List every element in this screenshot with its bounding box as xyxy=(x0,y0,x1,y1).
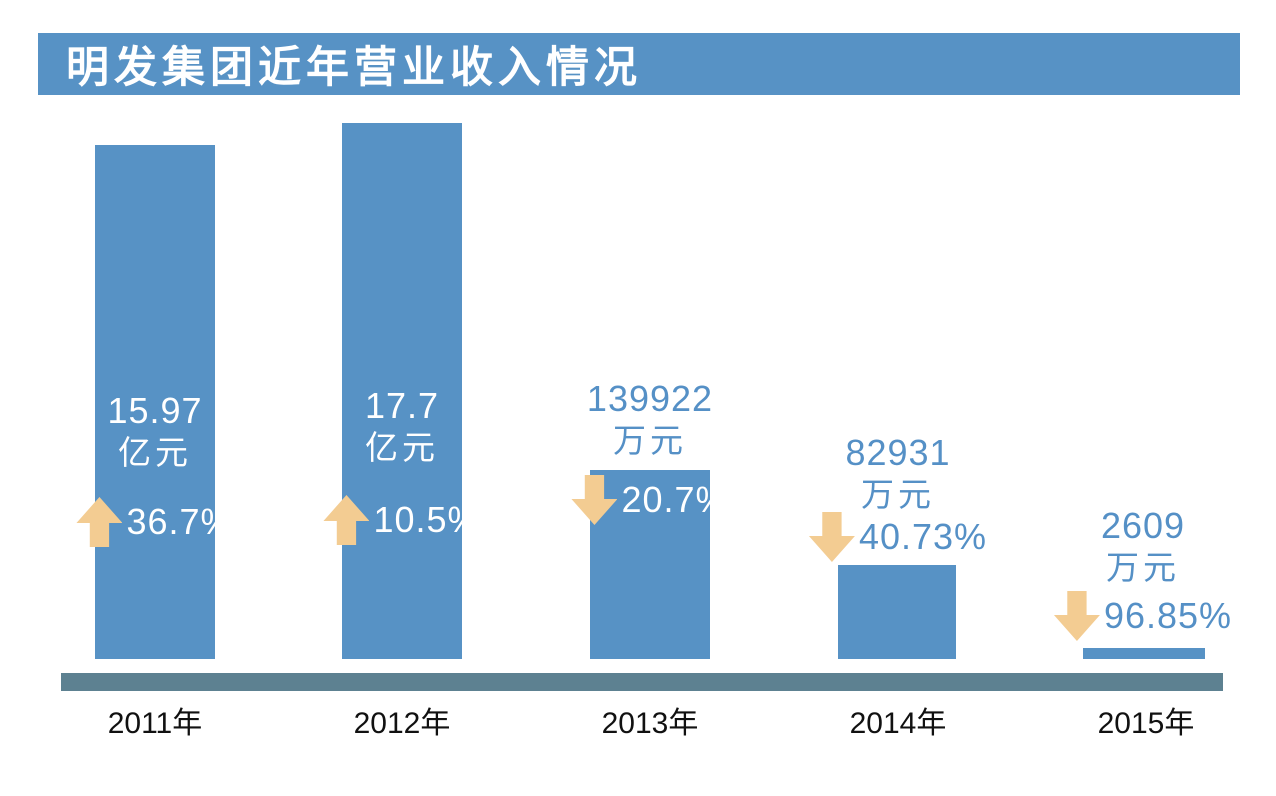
value-label-2012: 17.7 亿元 xyxy=(282,385,522,469)
year-label-2015: 2015年 xyxy=(1097,707,1195,740)
value-2011: 15.97 xyxy=(107,390,203,431)
change-2014: 40.73% xyxy=(778,511,1018,563)
unit-2011: 亿元 xyxy=(118,434,192,471)
up-arrow-icon xyxy=(76,497,123,547)
change-2011: 36.7% xyxy=(35,496,275,548)
bar-2011 xyxy=(95,145,215,659)
change-pct-2012: 10.5% xyxy=(373,499,481,540)
bar-2015 xyxy=(1083,648,1205,659)
down-arrow-icon xyxy=(571,475,618,525)
value-2013: 139922 xyxy=(586,378,714,419)
year-label-2011: 2011年 xyxy=(107,707,203,740)
chart-title: 明发集团近年营业收入情况 xyxy=(66,43,642,93)
year-label-2012: 2012年 xyxy=(353,707,451,740)
up-arrow-icon xyxy=(323,495,370,545)
value-label-2011: 15.97 亿元 xyxy=(35,390,275,474)
unit-2014: 万元 xyxy=(861,476,935,513)
change-pct-2011: 36.7% xyxy=(126,501,234,542)
change-pct-2015: 96.85% xyxy=(1103,595,1233,636)
change-pct-2014: 40.73% xyxy=(858,516,988,557)
value-2014: 82931 xyxy=(845,432,951,473)
value-2015: 2609 xyxy=(1100,505,1186,546)
down-arrow-icon xyxy=(1053,591,1100,641)
bar-2014 xyxy=(838,565,956,659)
value-2012: 17.7 xyxy=(364,385,440,426)
axis-baseline xyxy=(61,673,1223,691)
change-pct-2013: 20.7% xyxy=(621,479,729,520)
unit-2012: 亿元 xyxy=(365,429,439,466)
change-2015: 96.85% xyxy=(1023,590,1263,642)
change-2012: 10.5% xyxy=(282,494,522,546)
value-label-2015: 2609 万元 xyxy=(1023,505,1263,589)
change-2013: 20.7% xyxy=(530,474,770,526)
down-arrow-icon xyxy=(808,512,855,562)
value-label-2013: 139922 万元 xyxy=(530,378,770,462)
year-label-2014: 2014年 xyxy=(849,707,947,740)
title-banner: 明发集团近年营业收入情况 xyxy=(38,33,1240,95)
unit-2015: 万元 xyxy=(1106,549,1180,586)
value-label-2014: 82931 万元 xyxy=(778,432,1018,516)
bar-2012 xyxy=(342,123,462,659)
unit-2013: 万元 xyxy=(613,422,687,459)
year-label-2013: 2013年 xyxy=(601,707,699,740)
